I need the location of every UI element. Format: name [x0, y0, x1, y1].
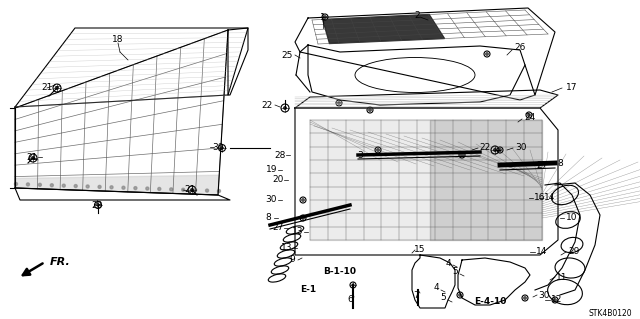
Text: 10: 10 [566, 213, 578, 222]
Text: 21: 21 [184, 186, 196, 195]
Text: 9: 9 [289, 256, 295, 264]
Text: 22: 22 [261, 100, 273, 109]
Text: 29: 29 [568, 248, 580, 256]
Circle shape [38, 183, 42, 186]
Text: 1: 1 [320, 12, 326, 21]
Text: 28: 28 [275, 151, 285, 160]
Circle shape [110, 186, 113, 189]
Circle shape [26, 183, 29, 186]
Text: 24: 24 [524, 114, 536, 122]
Circle shape [218, 189, 221, 192]
Circle shape [499, 149, 502, 152]
Circle shape [301, 198, 305, 202]
Circle shape [15, 182, 17, 186]
Circle shape [31, 156, 35, 160]
Circle shape [352, 284, 354, 286]
Text: 27: 27 [272, 224, 284, 233]
Text: 2: 2 [414, 11, 420, 19]
Circle shape [191, 189, 193, 192]
Polygon shape [430, 120, 542, 240]
Text: 13: 13 [292, 227, 304, 236]
Polygon shape [15, 175, 219, 195]
Circle shape [493, 148, 497, 152]
Text: 4: 4 [433, 284, 439, 293]
Circle shape [284, 107, 287, 110]
Text: E-4-10: E-4-10 [474, 298, 506, 307]
Circle shape [486, 53, 488, 56]
Circle shape [194, 189, 196, 192]
Text: 21: 21 [42, 83, 52, 92]
Text: 5: 5 [452, 268, 458, 277]
Circle shape [51, 184, 53, 187]
Circle shape [205, 189, 209, 192]
Circle shape [62, 184, 65, 187]
Text: 21: 21 [26, 152, 38, 161]
Text: 30: 30 [265, 196, 276, 204]
Text: 14: 14 [544, 194, 556, 203]
Circle shape [56, 86, 59, 90]
Text: 19: 19 [266, 166, 278, 174]
Circle shape [524, 296, 527, 300]
Circle shape [554, 299, 557, 301]
Text: 13: 13 [281, 243, 292, 253]
Text: 30: 30 [515, 144, 527, 152]
Text: 18: 18 [112, 35, 124, 44]
Text: 4: 4 [445, 258, 451, 268]
Text: 5: 5 [440, 293, 446, 302]
Polygon shape [323, 14, 445, 43]
Circle shape [527, 114, 531, 116]
Circle shape [122, 186, 125, 189]
Circle shape [376, 149, 380, 152]
Text: STK4B0120: STK4B0120 [588, 308, 632, 317]
Text: 8: 8 [265, 213, 271, 222]
Text: 7: 7 [413, 291, 419, 300]
Circle shape [221, 147, 223, 149]
Text: B-1-10: B-1-10 [323, 268, 356, 277]
Circle shape [182, 188, 185, 191]
Text: 8: 8 [557, 159, 563, 167]
Text: 30: 30 [212, 143, 224, 152]
Circle shape [146, 187, 149, 190]
Circle shape [337, 101, 340, 105]
Text: 15: 15 [414, 246, 426, 255]
Text: 20: 20 [272, 175, 284, 184]
Text: 6: 6 [347, 295, 353, 305]
Text: 12: 12 [551, 295, 563, 305]
Circle shape [98, 185, 101, 189]
Text: E-1: E-1 [300, 286, 316, 294]
Circle shape [97, 204, 99, 206]
Text: 17: 17 [566, 84, 578, 93]
Circle shape [74, 185, 77, 188]
Circle shape [170, 188, 173, 191]
Text: 3: 3 [357, 151, 363, 160]
Circle shape [323, 16, 326, 19]
Circle shape [134, 187, 137, 189]
Text: 22: 22 [479, 144, 491, 152]
Circle shape [158, 188, 161, 190]
Text: 11: 11 [556, 272, 568, 281]
Circle shape [458, 293, 461, 296]
Text: 23: 23 [92, 201, 102, 210]
Circle shape [86, 185, 89, 188]
Text: 16: 16 [534, 194, 546, 203]
Circle shape [369, 108, 371, 112]
Circle shape [461, 153, 463, 157]
Text: 25: 25 [282, 50, 292, 60]
Circle shape [301, 217, 305, 219]
Text: 30: 30 [538, 291, 550, 300]
Text: 14: 14 [536, 248, 548, 256]
Text: FR.: FR. [50, 257, 71, 267]
Text: 26: 26 [515, 43, 525, 53]
Polygon shape [310, 120, 430, 240]
Text: 27: 27 [536, 160, 548, 169]
